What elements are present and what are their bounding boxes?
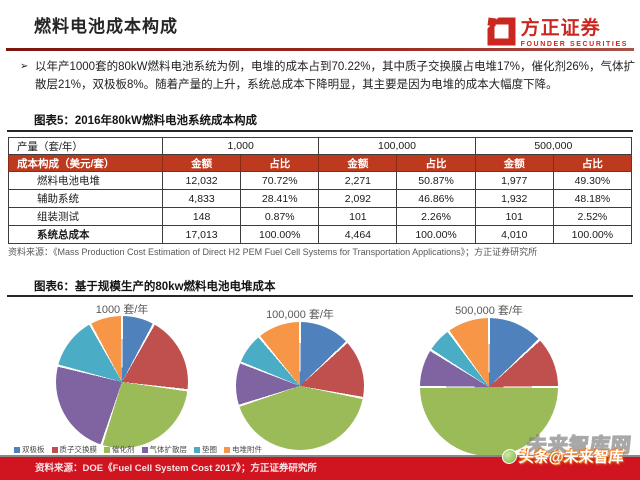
pie1-title: 1000 套/年 [95, 304, 149, 316]
row-label: 辅助系统 [8, 189, 163, 208]
intro-paragraph: ➢ 以年产1000套的80kW燃料电池系统为例，电堆的成本占到70.22%，其中… [20, 58, 639, 94]
title-divider [6, 48, 634, 51]
legend-label: 双极板 [22, 445, 45, 454]
cell-value: 0.87% [240, 207, 320, 226]
col-header-share: 占比 [552, 154, 633, 172]
figure5-heading: 图表5：2016年80kW燃料电池系统成本构成 [34, 115, 258, 127]
table-row-auxiliary: 辅助系统 4,833 28.41% 2,092 46.86% 1,932 48.… [8, 189, 633, 208]
legend-label: 气体扩散层 [149, 445, 188, 454]
row-label: 组装测试 [8, 207, 163, 226]
cell-value: 4,464 [318, 225, 398, 244]
row-label: 燃料电池电堆 [8, 171, 163, 190]
pie-legend: 双极板 质子交换膜 催化剂 气体扩散层 垫圈 电堆附件 [14, 444, 262, 455]
watermark-logo-icon [501, 449, 518, 464]
cell-value: 1,977 [474, 171, 554, 190]
page-title: 燃料电池成本构成 [34, 17, 178, 36]
cell-value: 100.00% [240, 225, 320, 244]
volume-1000: 1,000 [161, 137, 320, 155]
row-label: 系统总成本 [8, 225, 163, 244]
col-header-share: 占比 [396, 154, 476, 172]
figure6-divider [7, 295, 633, 297]
table-row-total: 系统总成本 17,013 100.00% 4,464 100.00% 4,010… [8, 225, 633, 244]
cell-value: 48.18% [552, 189, 633, 208]
volume-row-label: 产量（套/年） [8, 137, 163, 155]
cell-value: 148 [161, 207, 242, 226]
cost-table: 产量（套/年） 1,000 100,000 500,000 成本构成（美元/套）… [8, 137, 633, 244]
cell-value: 2.52% [552, 207, 633, 226]
cell-value: 17,013 [161, 225, 242, 244]
founder-securities-logo: 方正证券 FOUNDER SECURITIES [485, 16, 628, 51]
logo-subtitle: FOUNDER SECURITIES [520, 41, 628, 48]
cell-value: 2,092 [318, 189, 398, 208]
footer-divider [0, 455, 640, 457]
legend-label: 催化剂 [112, 445, 135, 454]
table-header-row: 成本构成（美元/套） 金额 占比 金额 占比 金额 占比 [8, 154, 633, 172]
volume-500000: 500,000 [474, 137, 633, 155]
volume-100000: 100,000 [318, 137, 476, 155]
legend-label: 质子交换膜 [59, 445, 98, 454]
figure5-source: 资料来源：《Mass Production Cost Estimation of… [8, 247, 538, 257]
cell-value: 70.72% [240, 171, 320, 190]
cell-value: 100.00% [552, 225, 633, 244]
pie2-title: 100,000 套/年 [266, 309, 334, 321]
cell-value: 49.30% [552, 171, 633, 190]
figure5-divider [7, 130, 633, 132]
legend-item: 质子交换膜 [51, 444, 98, 455]
legend-item: 电堆附件 [224, 444, 262, 455]
table-row-volume: 产量（套/年） 1,000 100,000 500,000 [8, 137, 633, 155]
pie-chart-100000 [236, 322, 364, 450]
watermark-badge: 头条@未来智库 [501, 446, 625, 467]
pie-chart-500000 [420, 318, 558, 456]
legend-item: 催化剂 [104, 444, 135, 455]
cell-value: 101 [318, 207, 398, 226]
figure6-source: 资料来源：DOE《Fuel Cell System Cost 2017》；方正证… [35, 463, 317, 474]
table-row-assembly: 组装测试 148 0.87% 101 2.26% 101 2.52% [8, 207, 633, 226]
cell-value: 101 [474, 207, 554, 226]
footer-bar: 资料来源：DOE《Fuel Cell System Cost 2017》；方正证… [0, 457, 640, 480]
cell-value: 12,032 [161, 171, 242, 190]
cell-value: 4,833 [161, 189, 242, 208]
logo-name: 方正证券 [520, 18, 601, 39]
cell-value: 46.86% [396, 189, 476, 208]
cell-value: 2,271 [318, 171, 398, 190]
table-row-stack: 燃料电池电堆 12,032 70.72% 2,271 50.87% 1,977 … [8, 171, 633, 190]
cell-value: 4,010 [474, 225, 554, 244]
legend-label: 电堆附件 [232, 445, 262, 454]
cell-value: 2.26% [396, 207, 476, 226]
col-header-share: 占比 [240, 154, 320, 172]
arrow-bullet-icon: ➢ [20, 61, 29, 72]
legend-item: 气体扩散层 [141, 444, 188, 455]
legend-swatch [194, 446, 200, 453]
legend-swatch [51, 446, 58, 453]
cell-value: 100.00% [396, 225, 476, 244]
cost-structure-label: 成本构成（美元/套） [8, 154, 163, 172]
founder-logo-icon [485, 16, 516, 51]
cell-value: 50.87% [396, 171, 476, 190]
pie3-title: 500,000 套/年 [455, 305, 523, 317]
col-header-amount: 金额 [474, 154, 554, 172]
intro-text: 以年产1000套的80kW燃料电池系统为例，电堆的成本占到70.22%，其中质子… [35, 61, 636, 91]
legend-item: 双极板 [14, 444, 45, 455]
legend-swatch [14, 446, 20, 453]
legend-swatch [104, 446, 110, 453]
legend-swatch [224, 446, 230, 453]
figure6-heading: 图表6：基于规模生产的80kw燃料电池电堆成本 [34, 281, 276, 293]
cell-value: 1,932 [474, 189, 554, 208]
pie-chart-1000 [56, 316, 188, 448]
cell-value: 28.41% [240, 189, 320, 208]
legend-label: 垫圈 [202, 445, 217, 454]
legend-swatch [141, 446, 148, 453]
legend-item: 垫圈 [194, 444, 217, 455]
col-header-amount: 金额 [318, 154, 398, 172]
watermark-badge-text: 头条@未来智库 [518, 449, 625, 466]
col-header-amount: 金额 [161, 154, 242, 172]
